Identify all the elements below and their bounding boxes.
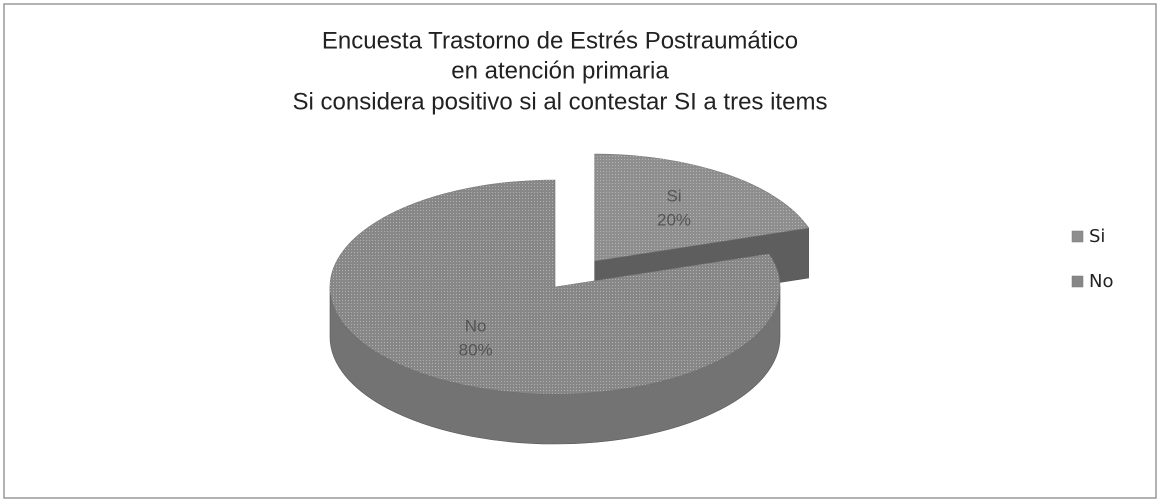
legend-swatch bbox=[1071, 230, 1084, 243]
chart-title: Encuesta Trastorno de Estrés Postraumáti… bbox=[322, 27, 798, 54]
slice-value-label: 20% bbox=[657, 211, 691, 230]
chart-frame bbox=[3, 3, 1157, 499]
slice-category-label: Si bbox=[666, 187, 681, 206]
slice-category-label: No bbox=[465, 316, 487, 335]
slice-texture bbox=[594, 154, 809, 262]
slice-value-label: 80% bbox=[459, 340, 493, 359]
legend-swatch bbox=[1071, 275, 1084, 288]
legend-label: No bbox=[1089, 271, 1113, 292]
legend-label: Si bbox=[1089, 226, 1105, 247]
slice-texture bbox=[330, 180, 781, 394]
chart-title: Si considera positivo si al contestar SI… bbox=[293, 88, 828, 115]
chart-title: en atención primaria bbox=[451, 57, 669, 84]
